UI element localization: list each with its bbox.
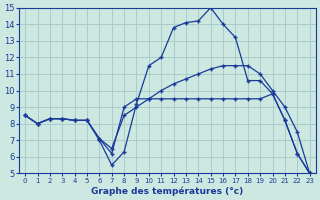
X-axis label: Graphe des températures (°c): Graphe des températures (°c) xyxy=(91,186,244,196)
